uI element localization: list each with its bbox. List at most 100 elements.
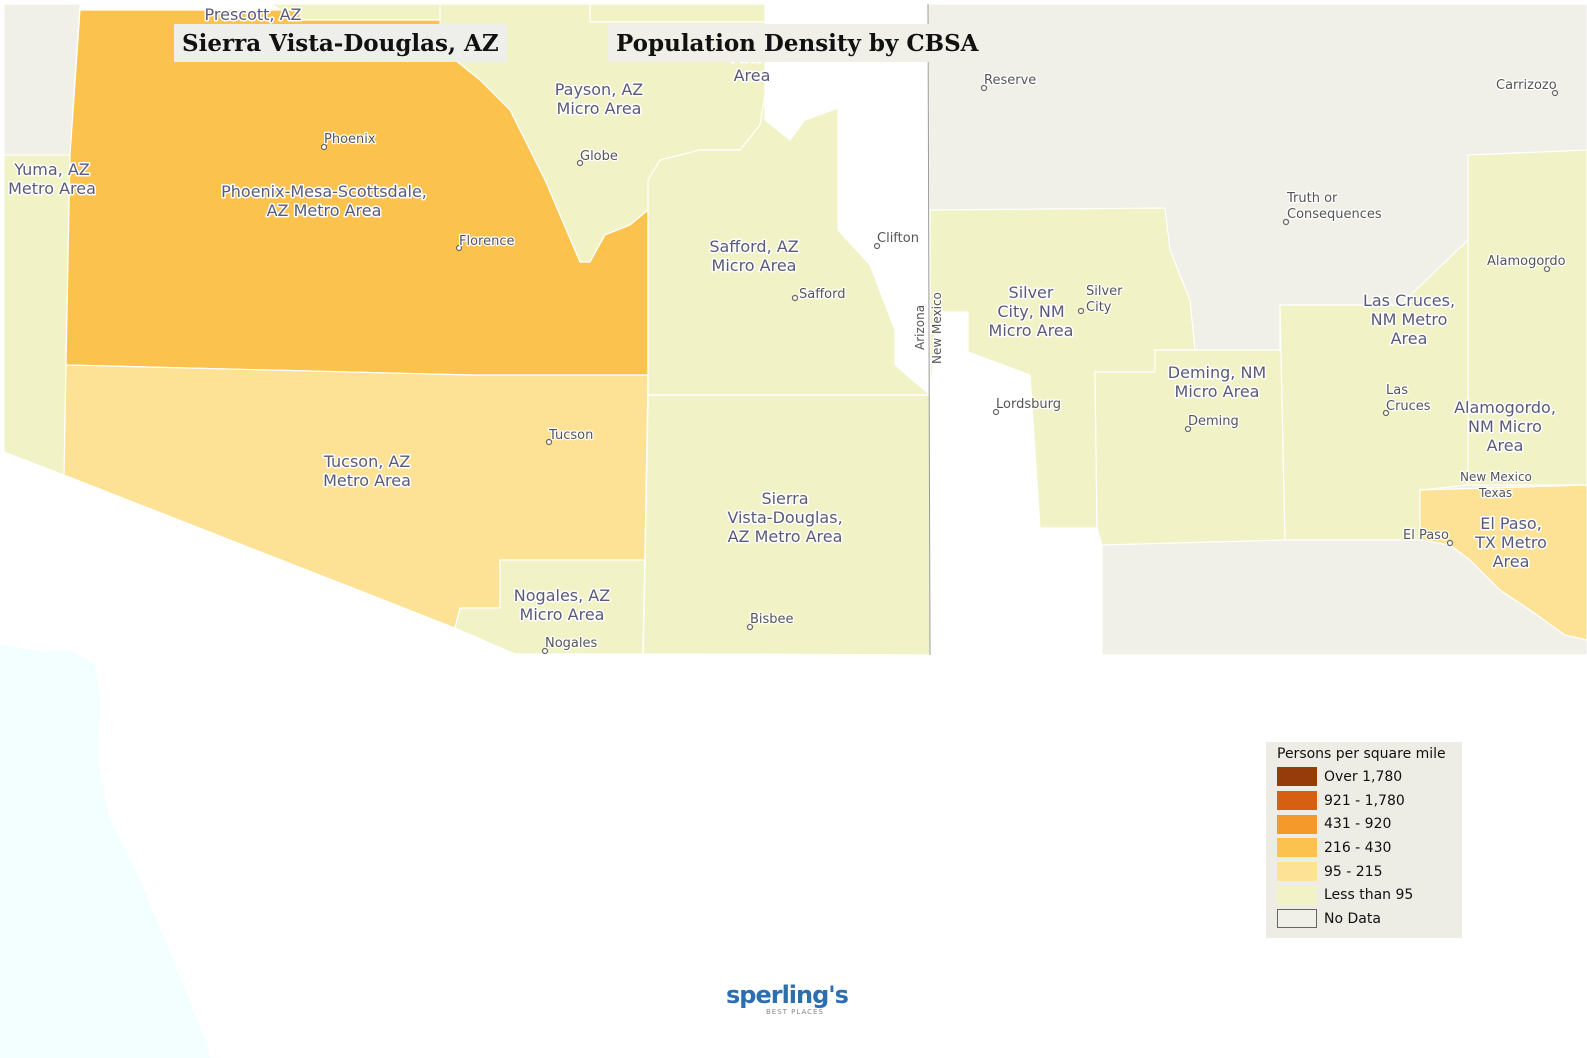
label-tucson-line1: Tucson, AZ: [323, 452, 411, 471]
city-label-silver-city-line1: Silver: [1086, 284, 1123, 299]
label-yuma-line2: Metro Area: [8, 179, 96, 198]
city-label-bisbee: Bisbee: [750, 612, 794, 627]
legend-swatch: [1277, 838, 1317, 858]
city-deming[interactable]: Deming: [1184, 413, 1240, 433]
city-label-phoenix: Phoenix: [324, 132, 376, 147]
city-label-nogales: Nogales: [545, 636, 598, 651]
legend: Persons per square mile Over 1,780 921 -…: [1266, 742, 1462, 938]
city-clifton[interactable]: Clifton: [873, 230, 920, 250]
city-marker-icon: [1077, 307, 1085, 315]
legend-swatch: [1277, 791, 1317, 811]
city-marker-icon: [1282, 218, 1290, 226]
label-las-cruces-line2: NM Metro: [1371, 310, 1448, 329]
city-marker-icon: [746, 623, 754, 631]
legend-swatch: [1277, 885, 1317, 905]
legend-item: Less than 95: [1277, 883, 1462, 907]
map-title: Population Density by CBSA: [608, 24, 987, 62]
area-title: Sierra Vista-Douglas, AZ: [174, 24, 507, 62]
city-label-toc-line1: Truth or: [1286, 191, 1338, 206]
label-el-paso-line1: El Paso,: [1480, 514, 1542, 533]
label-el-paso: El Paso, TX Metro Area: [1474, 514, 1547, 571]
label-nogales-line1: Nogales, AZ: [514, 586, 610, 605]
city-el-paso[interactable]: El Paso: [1402, 527, 1454, 547]
city-marker-icon: [791, 294, 799, 302]
city-label-silver-city: Silver City: [1086, 284, 1123, 315]
legend-label: Less than 95: [1324, 887, 1414, 904]
label-sierra-vista: Sierra Vista-Douglas, AZ Metro Area: [727, 489, 842, 546]
label-payson-line2: Micro Area: [557, 99, 642, 118]
label-yuma-line1: Yuma, AZ: [13, 160, 90, 179]
city-marker-icon: [545, 438, 553, 446]
label-tucson-line2: Metro Area: [323, 471, 411, 490]
region-deming[interactable]: [1094, 304, 1286, 546]
region-el-paso[interactable]: [1419, 484, 1587, 641]
label-el-paso-line3: Area: [1493, 552, 1530, 571]
region-alamogordo[interactable]: [1467, 149, 1587, 486]
region-micro-partial[interactable]: [589, 3, 766, 23]
region-sierra-vista-douglas[interactable]: [642, 394, 931, 656]
region-yuma[interactable]: [3, 154, 71, 476]
label-las-cruces: Las Cruces, NM Metro Area: [1363, 291, 1455, 348]
legend-swatch: [1277, 909, 1317, 929]
legend-item: 95 - 215: [1277, 860, 1462, 884]
logo-tagline: BEST PLACES: [766, 1008, 824, 1016]
city-label-carrizozo: Carrizozo: [1496, 78, 1557, 93]
label-nogales-line2: Micro Area: [520, 605, 605, 624]
label-alamogordo-line3: Area: [1487, 436, 1524, 455]
label-micro-partial-line2: Area: [734, 66, 771, 85]
legend-label: 216 - 430: [1324, 839, 1392, 856]
city-label-safford: Safford: [799, 287, 846, 302]
city-label-truth-or-consequences: Truth or Consequences: [1286, 191, 1382, 222]
region-las-cruces[interactable]: [1279, 238, 1469, 541]
label-prescott: Prescott, AZ: [205, 5, 302, 24]
legend-swatch: [1277, 862, 1317, 882]
city-nogales[interactable]: Nogales: [541, 635, 599, 655]
legend-item: 216 - 430: [1277, 836, 1462, 860]
city-globe[interactable]: Globe: [576, 148, 619, 167]
city-florence[interactable]: Florence: [455, 233, 516, 252]
city-marker-icon: [1446, 539, 1454, 547]
legend-label: 95 - 215: [1324, 863, 1383, 880]
legend-label: Over 1,780: [1324, 768, 1403, 785]
legend-item: Over 1,780: [1277, 765, 1462, 789]
city-las-cruces[interactable]: Las Cruces: [1382, 382, 1432, 417]
city-label-las-cruces: Las Cruces: [1386, 383, 1431, 414]
city-label-lordsburg: Lordsburg: [996, 397, 1061, 412]
city-marker-icon: [1184, 425, 1192, 433]
legend-swatch: [1277, 814, 1317, 834]
city-tucson[interactable]: Tucson: [545, 427, 595, 446]
city-marker-icon: [1382, 409, 1390, 417]
city-label-clifton: Clifton: [877, 231, 919, 246]
city-marker-icon: [455, 244, 463, 252]
city-marker-icon: [576, 159, 584, 167]
city-reserve[interactable]: Reserve: [980, 72, 1038, 92]
city-alamogordo[interactable]: Alamogordo: [1486, 253, 1567, 273]
border-label-new-mexico: New Mexico: [1460, 470, 1532, 484]
no-data-region-west: [3, 3, 81, 156]
city-truth-or-consequences[interactable]: Truth or Consequences: [1282, 190, 1383, 226]
label-payson-line1: Payson, AZ: [555, 80, 644, 99]
state-line-az-nm: [927, 3, 931, 656]
city-label-globe: Globe: [580, 149, 618, 164]
city-label-deming: Deming: [1188, 414, 1239, 429]
border-label-arizona: Arizona: [913, 305, 927, 350]
label-las-cruces-line1: Las Cruces,: [1363, 291, 1455, 310]
city-lordsburg[interactable]: Lordsburg: [992, 396, 1062, 416]
city-label-el-paso: El Paso: [1403, 528, 1449, 543]
city-phoenix[interactable]: Phoenix: [320, 131, 377, 151]
city-bisbee[interactable]: Bisbee: [746, 611, 795, 631]
border-label-new-mexico-vertical: New Mexico: [930, 292, 944, 364]
label-silver-city: Silver City, NM Micro Area: [989, 283, 1074, 340]
city-marker-icon: [980, 84, 988, 92]
label-sierra-vista-line1: Sierra: [761, 489, 808, 508]
label-yuma: Yuma, AZ Metro Area: [8, 160, 96, 198]
label-silver-city-line1: Silver: [1009, 283, 1054, 302]
city-safford[interactable]: Safford: [791, 286, 847, 303]
city-carrizozo[interactable]: Carrizozo: [1495, 77, 1559, 97]
label-nogales: Nogales, AZ Micro Area: [514, 586, 610, 624]
city-silver-city[interactable]: Silver City: [1077, 283, 1124, 316]
city-marker-icon: [541, 647, 549, 655]
region-safford[interactable]: [647, 94, 932, 396]
sperlings-logo[interactable]: sperling's BEST PLACES: [726, 982, 856, 1022]
